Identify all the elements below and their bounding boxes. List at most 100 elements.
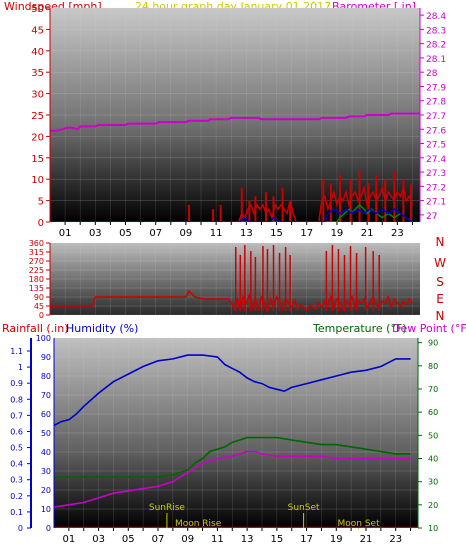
wind-series [50, 112, 420, 222]
wind-tick-label: 40 [31, 47, 44, 58]
barometer-tick-label: 27 [426, 212, 437, 222]
direction-tick-label: 270 [29, 257, 44, 266]
humidity-ticks: 010203040506070809010000.10.20.30.40.50.… [10, 334, 438, 545]
rain-tick-label: 0 [18, 524, 23, 533]
direction-tick-label: 225 [29, 266, 44, 275]
barometer-tick-label: 27.7 [426, 112, 446, 122]
temperature-tick-label: 50 [428, 431, 438, 440]
humidity-line [54, 354, 411, 427]
rain-tick-label: 0.8 [10, 395, 23, 404]
temperature-label: Temperature (°F) [312, 322, 407, 335]
wind-tick-label: 10 [31, 175, 44, 186]
humidity-tick-label: 70 [41, 391, 51, 400]
temperature-tick-label: 10 [428, 524, 438, 533]
barometer-line [50, 112, 420, 132]
humidity-tick-label: 30 [41, 467, 51, 476]
hour-tick-label: 13 [240, 228, 253, 239]
temperature-tick-label: 40 [428, 454, 438, 463]
wind-tick-label: 0 [38, 218, 44, 229]
hour-tick-label: 13 [241, 534, 254, 545]
hour-tick-label: 19 [330, 534, 343, 545]
barometer-tick-label: 27.5 [426, 141, 446, 151]
wind-tick-label: 5 [38, 197, 44, 208]
barometer-tick-label: 27.4 [426, 155, 446, 165]
humidity-tick-label: 10 [41, 505, 51, 514]
hour-tick-label: 21 [361, 228, 374, 239]
barometer-tick-label: 27.1 [426, 198, 446, 208]
wind-tick-label: 25 [31, 111, 44, 122]
direction-line [50, 289, 413, 314]
rain-tick-label: 0.1 [10, 508, 23, 517]
temperature-tick-label: 90 [428, 339, 438, 348]
humidity-tick-label: 90 [41, 353, 51, 362]
wind-plot-area [50, 8, 420, 222]
humidity-tick-label: 80 [41, 372, 51, 381]
direction-tick-label: 180 [29, 275, 44, 284]
hour-tick-label: 01 [59, 228, 72, 239]
hour-tick-label: 09 [181, 534, 194, 545]
hour-tick-label: 05 [122, 534, 135, 545]
rain-tick-label: 0.2 [10, 492, 23, 501]
temperature-line [54, 436, 411, 478]
direction-plot-area [50, 243, 420, 315]
humidity-label: Humidity (%) [66, 322, 138, 335]
temperature-tick-label: 70 [428, 385, 438, 394]
compass-label: W [434, 256, 446, 270]
hour-tick-label: 17 [300, 228, 313, 239]
barometer-tick-label: 27.6 [426, 126, 446, 136]
windspeed-line [50, 203, 413, 222]
wind-grid [50, 7, 420, 223]
windspeed-line [50, 208, 413, 222]
humidity-tick-label: 50 [41, 429, 51, 438]
dewpoint-label: Dew Point (°F) [392, 322, 466, 335]
wind-tick-label: 45 [31, 25, 44, 36]
hour-tick-label: 03 [92, 534, 105, 545]
rainfall-label: Rainfall (.in) [2, 322, 69, 335]
humidity-tick-label: 100 [36, 334, 51, 343]
humidity-tick-label: 60 [41, 410, 51, 419]
compass-label: E [436, 292, 444, 306]
humidity-tick-label: 40 [41, 448, 51, 457]
hour-tick-label: 23 [389, 534, 402, 545]
rain-tick-label: 0.5 [10, 444, 23, 453]
barometer-tick-label: 27.8 [426, 98, 446, 108]
compass-label: N [436, 309, 445, 323]
barometer-tick-label: 28.1 [426, 55, 446, 65]
hour-tick-label: 11 [210, 228, 223, 239]
sun-moon-label: Moon Set [338, 519, 381, 529]
temperature-tick-label: 20 [428, 501, 438, 510]
wind-tick-label: 50 [31, 4, 44, 15]
hour-tick-label: 23 [391, 228, 404, 239]
barometer-tick-label: 28.2 [426, 41, 446, 51]
humidity-series [54, 354, 418, 528]
hour-tick-label: 19 [331, 228, 344, 239]
temperature-tick-label: 80 [428, 362, 438, 371]
wind-ticks: 051015202530354045502727.127.227.327.427… [31, 4, 446, 239]
sun-moon-label: Moon Rise [175, 519, 222, 529]
direction-tick-label: 135 [29, 284, 44, 293]
humidity-tick-label: 0 [46, 524, 51, 533]
barometer-tick-label: 27.9 [426, 83, 446, 93]
hour-tick-label: 05 [119, 228, 132, 239]
direction-tick-label: 315 [29, 248, 44, 257]
temperature-tick-label: 60 [428, 408, 438, 417]
sun-moon-label: SunRise [149, 503, 186, 513]
rain-tick-label: 0.7 [10, 411, 23, 420]
dewpoint-line [54, 450, 411, 508]
direction-series [50, 245, 413, 314]
hour-tick-label: 15 [270, 534, 283, 545]
hour-tick-label: 07 [152, 534, 165, 545]
sun-moon-label: SunSet [288, 503, 320, 513]
humidity-grid [54, 337, 418, 529]
barometer-tick-label: 28 [426, 69, 438, 79]
direction-tick-label: 45 [34, 302, 44, 311]
barometer-tick-label: 28.4 [426, 12, 446, 22]
wind-tick-label: 20 [31, 132, 44, 143]
hour-tick-label: 15 [270, 228, 283, 239]
barometer-tick-label: 27.3 [426, 169, 446, 179]
rain-tick-label: 0.9 [10, 379, 23, 388]
direction-grid [50, 242, 420, 316]
